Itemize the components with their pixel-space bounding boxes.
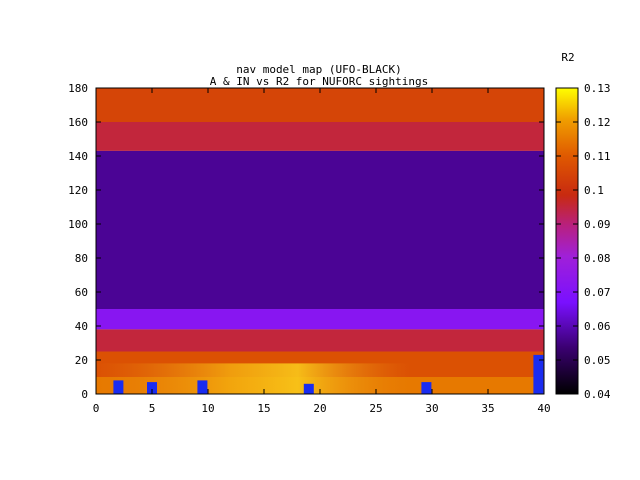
colorbar xyxy=(555,87,579,395)
y-tick-label-2: 40 xyxy=(75,320,88,333)
low-marker-3 xyxy=(303,383,314,394)
cb-tick-label-8: 0.12 xyxy=(584,116,611,129)
cb-tick-label-0: 0.04 xyxy=(584,388,611,401)
heatmap-hotspot xyxy=(96,363,544,394)
x-tick-label-6: 30 xyxy=(425,402,438,415)
x-tick-label-4: 20 xyxy=(313,402,326,415)
y-tick-label-3: 60 xyxy=(75,286,88,299)
y-tick-label-8: 160 xyxy=(68,116,88,129)
cb-tick-label-1: 0.05 xyxy=(584,354,611,367)
x-tick-label-8: 40 xyxy=(537,402,550,415)
low-marker-1 xyxy=(147,382,157,394)
heatmap-band-3 xyxy=(96,309,544,330)
y-tick-label-0: 0 xyxy=(81,388,88,401)
y-tick-label-9: 180 xyxy=(68,82,88,95)
y-tick-label-4: 80 xyxy=(75,252,88,265)
y-tick-label-1: 20 xyxy=(75,354,88,367)
cb-tick-label-5: 0.09 xyxy=(584,218,611,231)
low-marker-4 xyxy=(421,382,432,394)
y-tick-label-7: 140 xyxy=(68,150,88,163)
heatmap-band-4 xyxy=(96,329,544,352)
cb-tick-label-2: 0.06 xyxy=(584,320,611,333)
y-axis: 0 20 40 60 80 100 120 140 160 180 xyxy=(68,82,544,401)
low-marker-2 xyxy=(197,380,208,394)
plot-area xyxy=(96,88,544,394)
cb-tick-label-9: 0.13 xyxy=(584,82,611,95)
chart-title: nav model map (UFO-BLACK) xyxy=(236,63,402,76)
x-tick-label-2: 10 xyxy=(201,402,214,415)
low-markers xyxy=(113,354,544,394)
heatmap-band-1 xyxy=(96,122,544,151)
cb-tick-label-6: 0.1 xyxy=(584,184,604,197)
x-tick-label-1: 5 xyxy=(149,402,156,415)
x-tick-label-5: 25 xyxy=(369,402,382,415)
cb-tick-label-3: 0.07 xyxy=(584,286,611,299)
low-marker-5 xyxy=(533,354,544,394)
cb-tick-label-7: 0.11 xyxy=(584,150,611,163)
y-tick-label-5: 100 xyxy=(68,218,88,231)
x-tick-label-0: 0 xyxy=(93,402,100,415)
heatmap-band-2 xyxy=(96,150,544,309)
cb-tick-label-4: 0.08 xyxy=(584,252,611,265)
heatmap-band-0 xyxy=(96,88,544,122)
x-tick-label-7: 35 xyxy=(481,402,494,415)
colorbar-axis: 0.04 0.05 0.06 0.07 0.08 0.09 0.1 0.11 0.12 0.13 xyxy=(556,82,611,401)
x-axis: 0 5 10 15 20 25 30 35 40 xyxy=(93,88,551,415)
x-tick-label-3: 15 xyxy=(257,402,270,415)
y-tick-label-6: 120 xyxy=(68,184,88,197)
chart-subtitle: A & IN vs R2 for NUFORC sightings xyxy=(210,75,429,88)
low-marker-0 xyxy=(113,380,124,394)
colorbar-label: R2 xyxy=(561,51,574,64)
